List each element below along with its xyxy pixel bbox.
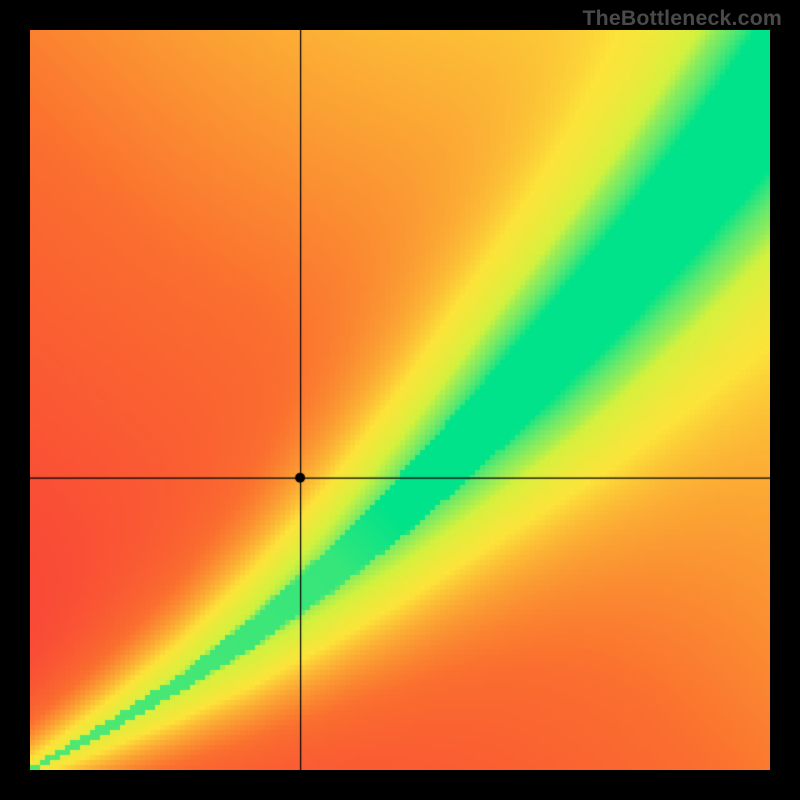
watermark-text: TheBottleneck.com <box>582 6 782 31</box>
bottleneck-heatmap <box>30 30 770 770</box>
